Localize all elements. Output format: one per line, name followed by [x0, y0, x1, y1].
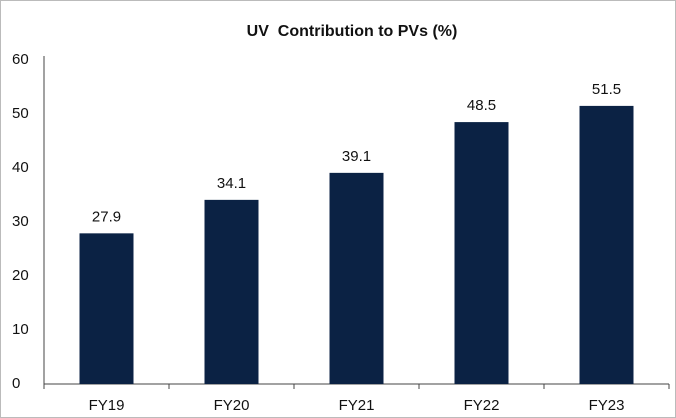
y-tick-label: 60 [12, 51, 29, 68]
data-label: 27.9 [92, 208, 121, 225]
y-tick-label: 10 [12, 321, 29, 338]
data-label: 51.5 [592, 81, 621, 98]
x-tick-label: FY23 [589, 397, 625, 414]
chart-title: UV Contribution to PVs (%) [247, 23, 458, 40]
bar [579, 105, 634, 385]
y-tick-label: 0 [12, 375, 20, 392]
x-tick-label: FY22 [464, 397, 500, 414]
x-tick-label: FY20 [214, 397, 250, 414]
y-tick-label: 40 [12, 159, 29, 176]
data-label: 39.1 [342, 148, 371, 165]
bar [204, 199, 259, 384]
y-tick-label: 20 [12, 267, 29, 284]
bar [454, 122, 509, 384]
bar [79, 233, 134, 384]
y-tick-label: 50 [12, 105, 29, 122]
x-tick-label: FY21 [339, 397, 375, 414]
y-tick-label: 30 [12, 213, 29, 230]
x-tick-label: FY19 [89, 397, 125, 414]
data-label: 34.1 [217, 175, 246, 192]
data-label: 48.5 [467, 97, 496, 114]
bar [329, 172, 384, 384]
